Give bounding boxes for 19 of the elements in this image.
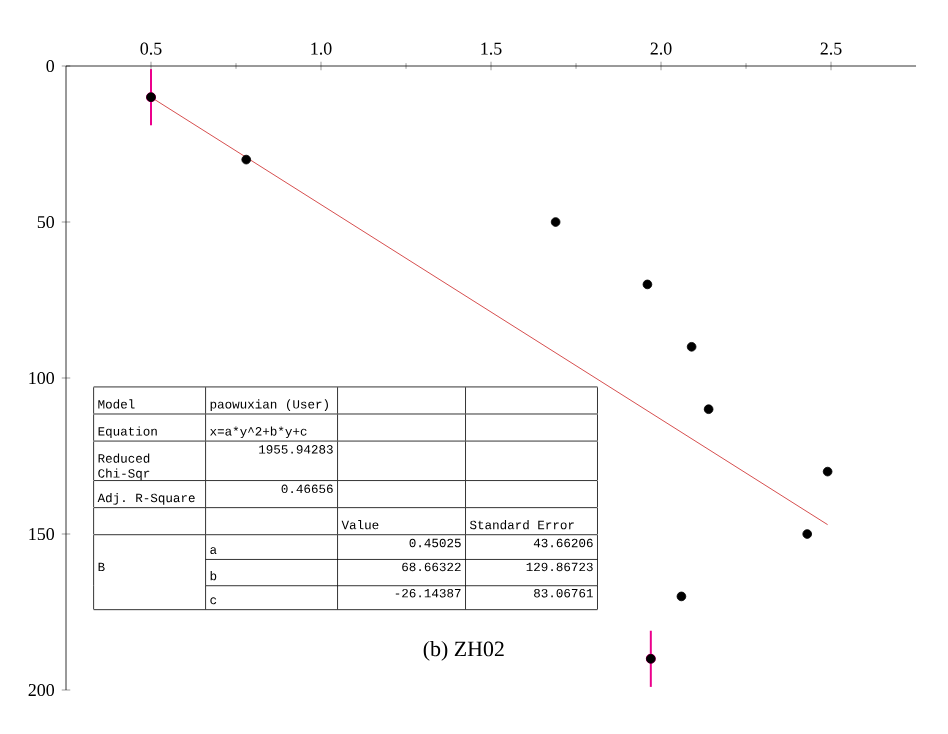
point bbox=[676, 591, 687, 602]
point bbox=[550, 217, 561, 227]
x-tick-label: 1.5 bbox=[481, 42, 502, 55]
point bbox=[241, 154, 251, 165]
point bbox=[703, 404, 714, 414]
y-tick-label: 200 bbox=[28, 683, 55, 697]
x-tick-label: 1.0 bbox=[311, 42, 332, 55]
y-tick-label: 0 bbox=[46, 59, 55, 73]
x-tick-label: 0.5 bbox=[140, 42, 162, 55]
y-tick-label: 100 bbox=[29, 371, 55, 385]
y-tick-label: 50 bbox=[37, 215, 55, 229]
point bbox=[802, 529, 812, 539]
x-tick-label: 2.0 bbox=[650, 42, 672, 55]
y-tick-label: 150 bbox=[29, 527, 55, 541]
x-tick-label: 2.5 bbox=[820, 42, 842, 55]
annotation: (b) ZH02 bbox=[423, 640, 504, 661]
point bbox=[642, 279, 653, 290]
point bbox=[686, 342, 697, 352]
point bbox=[822, 466, 833, 477]
